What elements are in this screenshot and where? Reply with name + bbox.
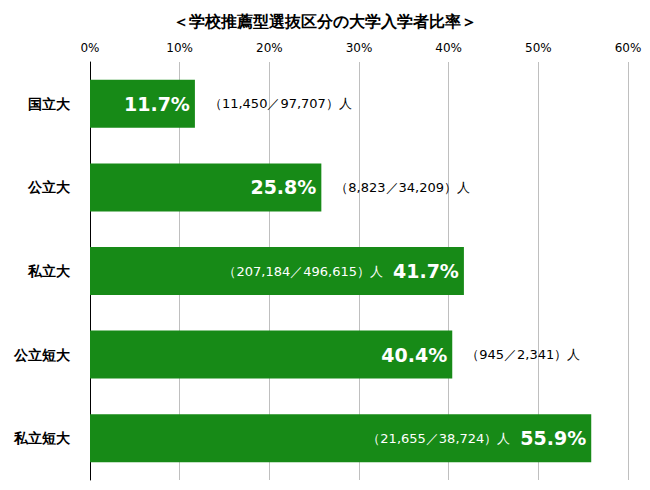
- svg-text:（945／2,341）人: （945／2,341）人: [466, 347, 580, 362]
- svg-text:国立大: 国立大: [28, 96, 71, 112]
- svg-text:50%: 50%: [525, 41, 552, 55]
- svg-text:11.7%: 11.7%: [124, 93, 190, 115]
- svg-text:40.4%: 40.4%: [381, 344, 447, 366]
- svg-text:（207,184／496,615）人: （207,184／496,615）人: [223, 264, 383, 279]
- svg-text:20%: 20%: [256, 41, 283, 55]
- svg-text:10%: 10%: [166, 41, 193, 55]
- svg-text:公立短大: 公立短大: [13, 347, 71, 363]
- svg-text:私立大: 私立大: [27, 263, 71, 279]
- svg-text:55.9%: 55.9%: [520, 427, 586, 449]
- svg-text:＜学校推薦型選抜区分の大学入学者比率＞: ＜学校推薦型選抜区分の大学入学者比率＞: [173, 12, 477, 31]
- svg-text:私立短大: 私立短大: [13, 430, 71, 446]
- svg-text:40%: 40%: [435, 41, 462, 55]
- svg-text:（8,823／34,209）人: （8,823／34,209）人: [335, 180, 470, 195]
- svg-text:25.8%: 25.8%: [250, 176, 316, 198]
- svg-text:41.7%: 41.7%: [393, 260, 459, 282]
- svg-text:60%: 60%: [615, 41, 642, 55]
- svg-text:30%: 30%: [346, 41, 373, 55]
- svg-text:0%: 0%: [80, 41, 99, 55]
- svg-text:（11,450／97,707）人: （11,450／97,707）人: [209, 96, 352, 111]
- svg-text:公立大: 公立大: [27, 179, 71, 195]
- svg-text:（21,655／38,724）人: （21,655／38,724）人: [367, 431, 510, 446]
